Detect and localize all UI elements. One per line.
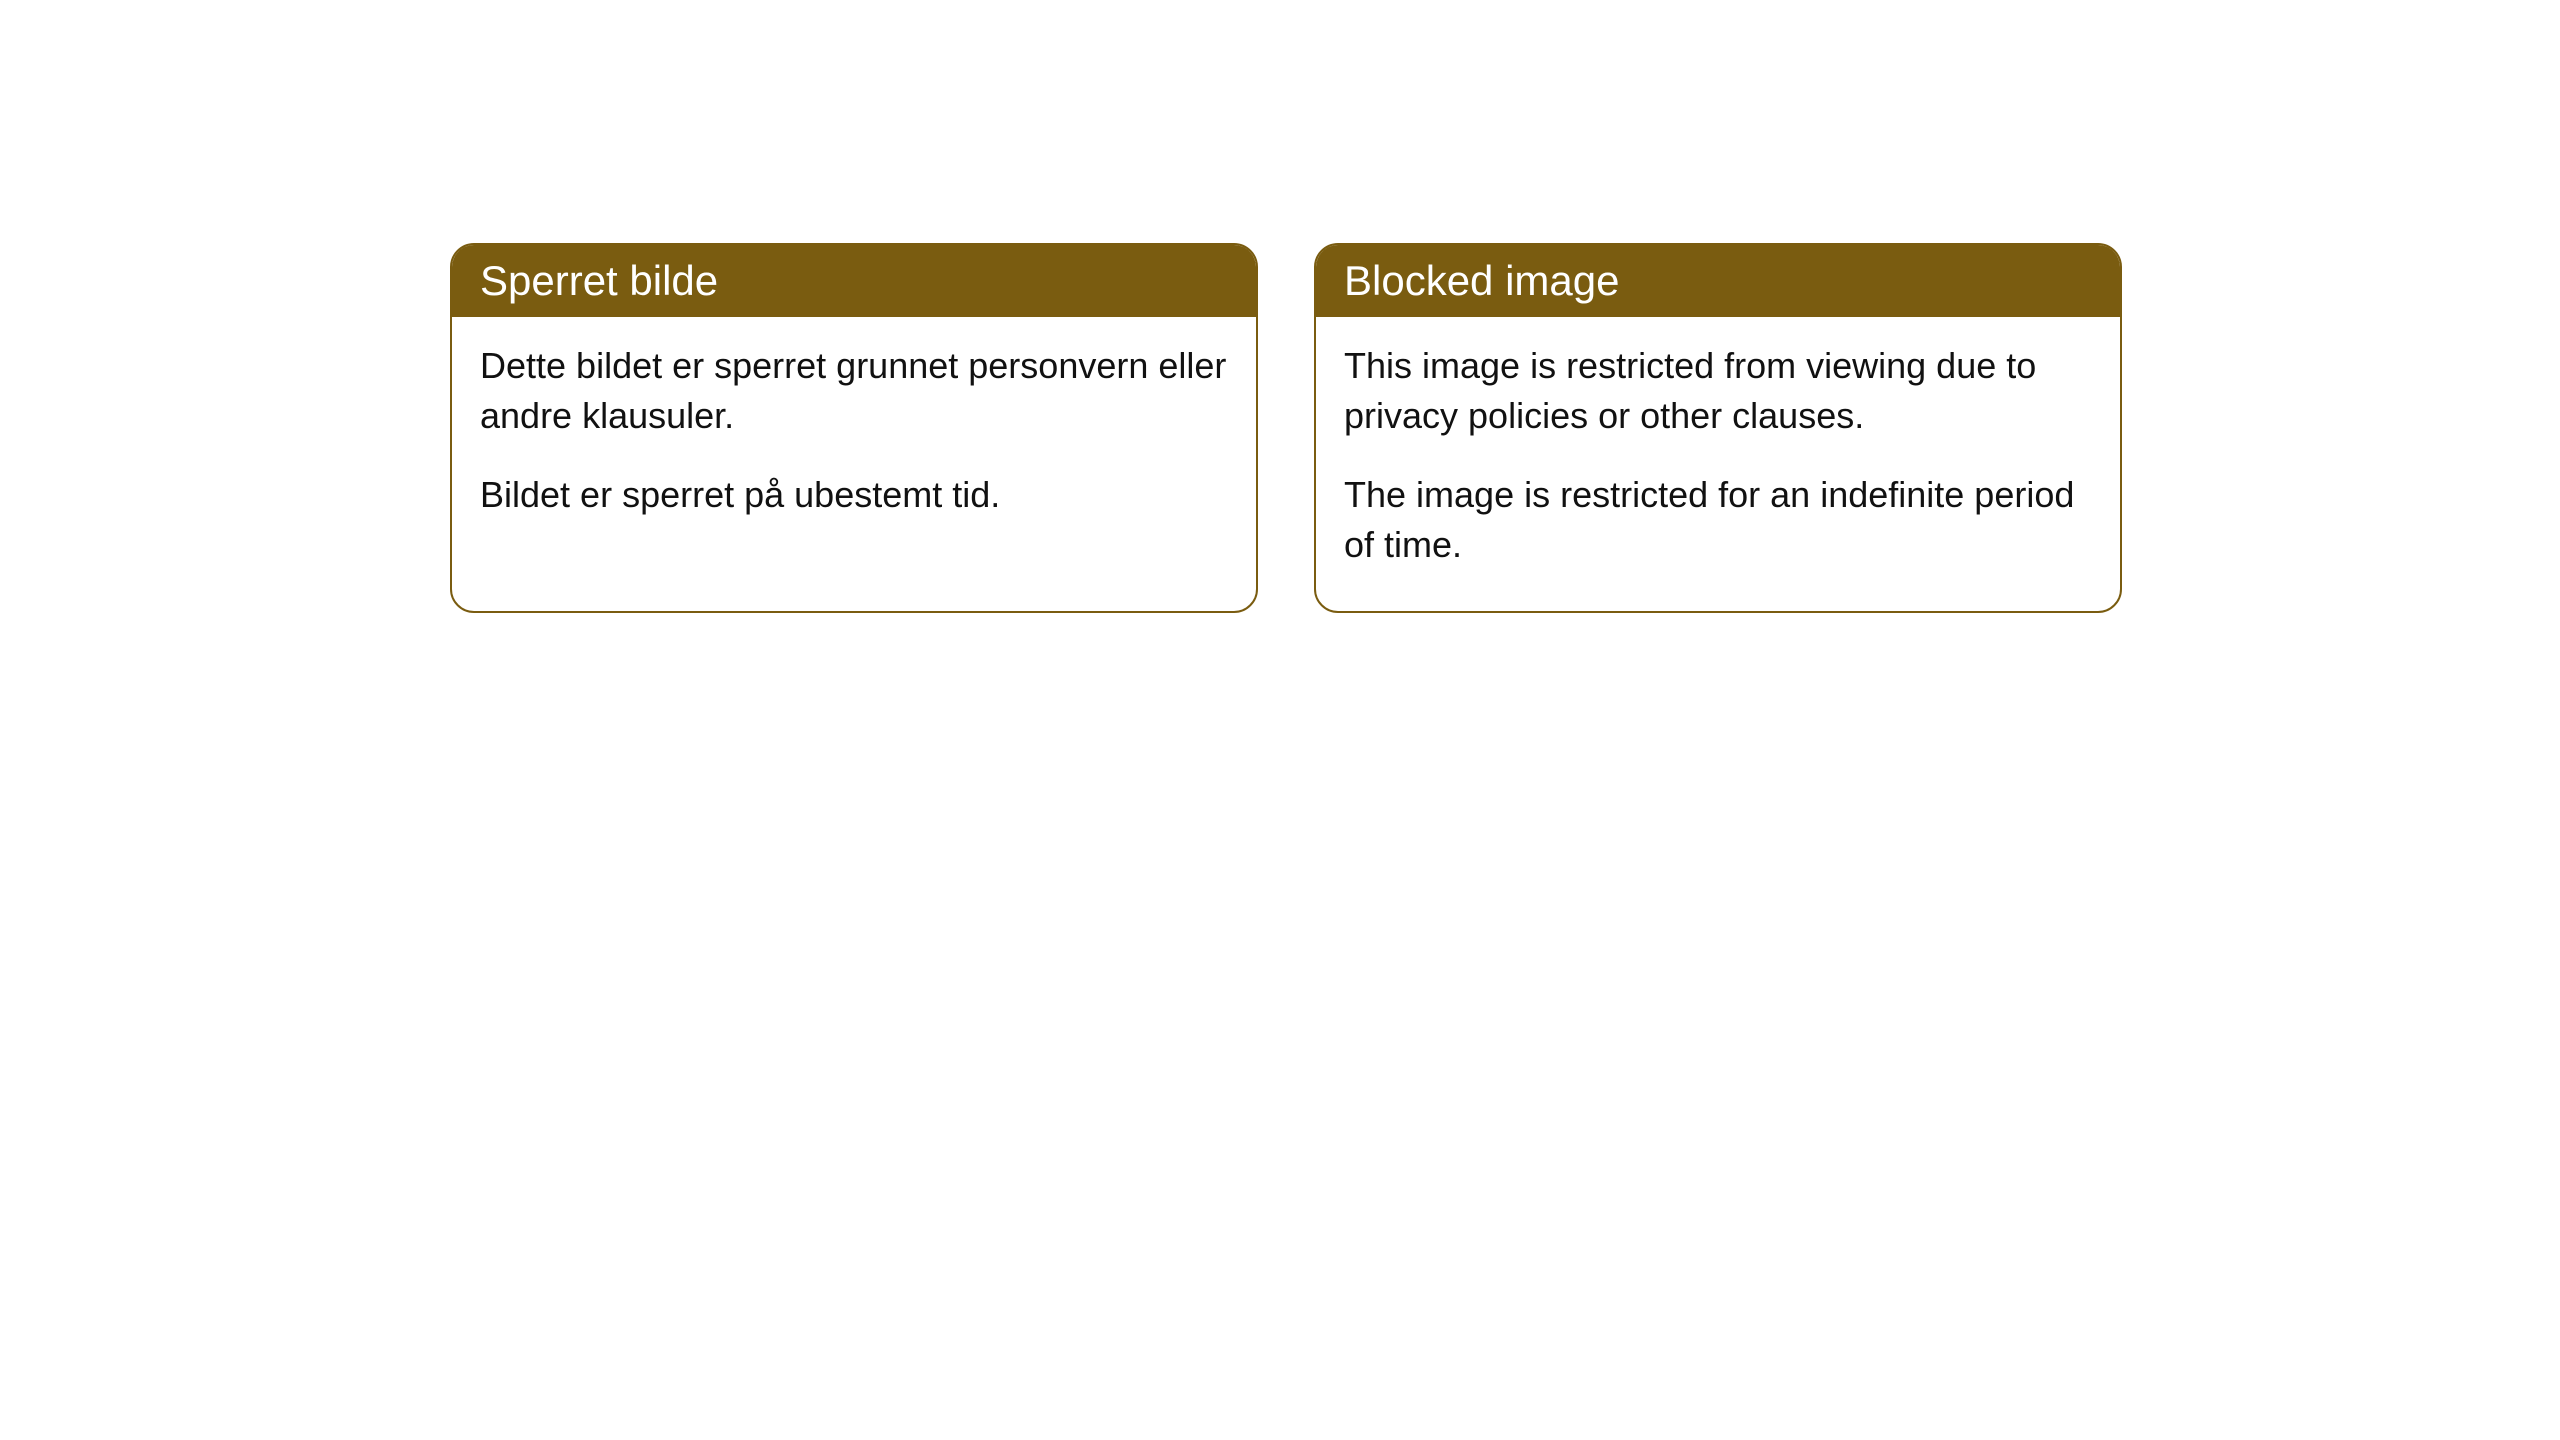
notice-cards-container: Sperret bilde Dette bildet er sperret gr… — [450, 243, 2122, 613]
card-body: Dette bildet er sperret grunnet personve… — [452, 317, 1256, 560]
notice-card-norwegian: Sperret bilde Dette bildet er sperret gr… — [450, 243, 1258, 613]
card-paragraph: Dette bildet er sperret grunnet personve… — [480, 341, 1228, 442]
card-paragraph: Bildet er sperret på ubestemt tid. — [480, 470, 1228, 520]
notice-card-english: Blocked image This image is restricted f… — [1314, 243, 2122, 613]
card-paragraph: This image is restricted from viewing du… — [1344, 341, 2092, 442]
card-body: This image is restricted from viewing du… — [1316, 317, 2120, 611]
card-paragraph: The image is restricted for an indefinit… — [1344, 470, 2092, 571]
card-header: Sperret bilde — [452, 245, 1256, 317]
card-header: Blocked image — [1316, 245, 2120, 317]
